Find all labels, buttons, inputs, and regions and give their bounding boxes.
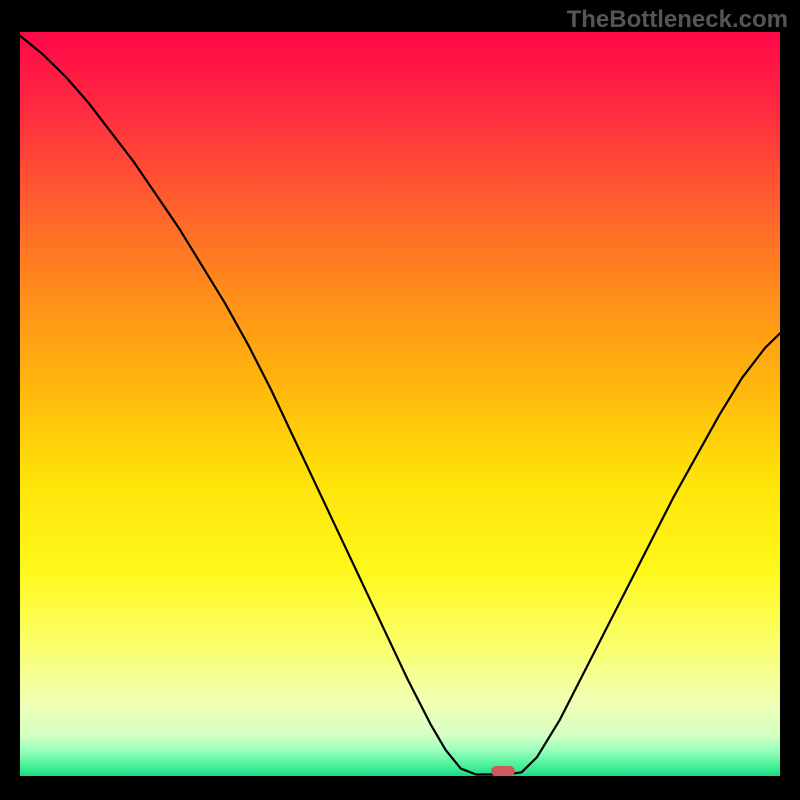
outer-frame: TheBottleneck.com [0,0,800,800]
plot-svg [20,32,780,776]
plot-area [20,32,780,776]
watermark-text: TheBottleneck.com [567,6,788,34]
minimum-marker [491,766,515,776]
